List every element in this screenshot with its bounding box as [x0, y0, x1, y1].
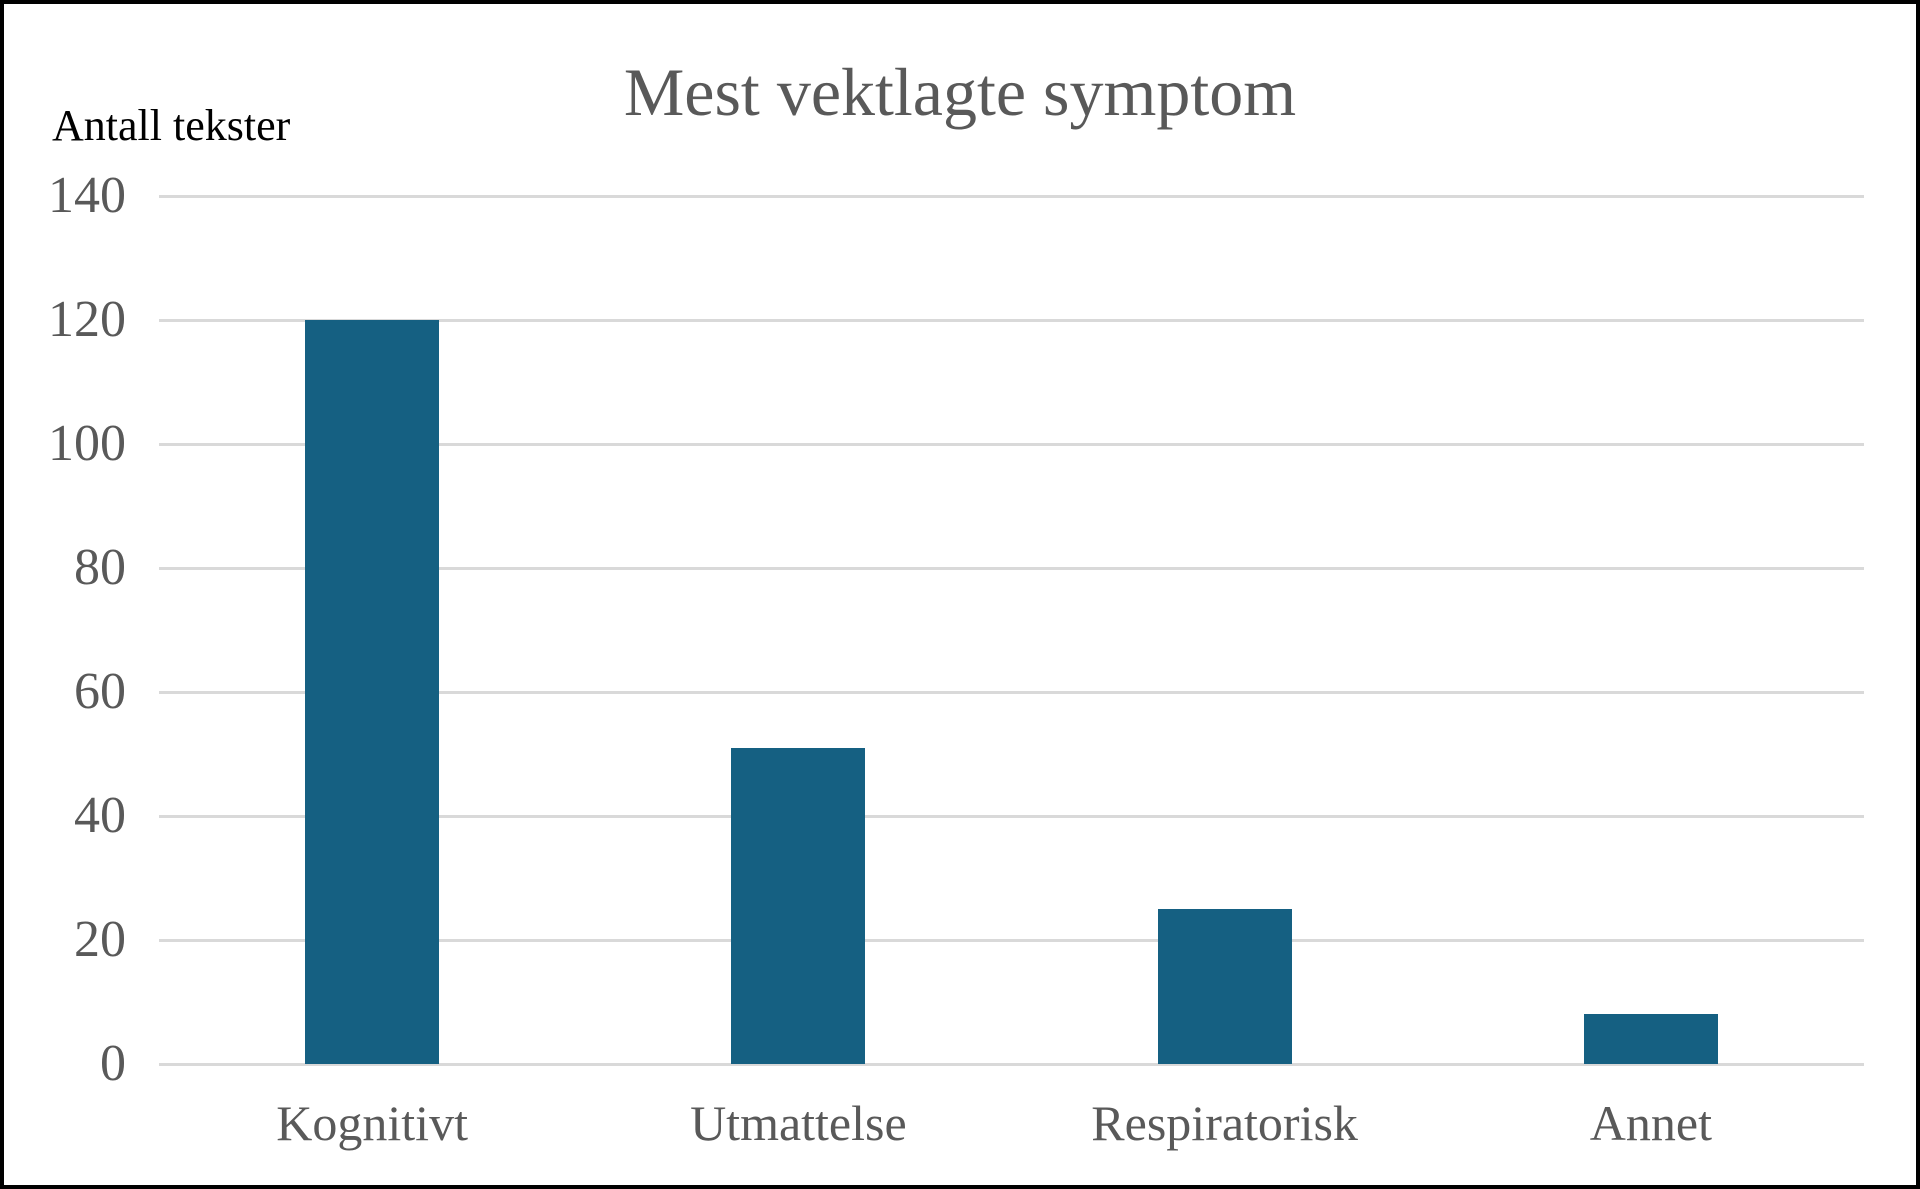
bar-respiratorisk — [1157, 909, 1292, 1064]
bar-annet — [1583, 1014, 1718, 1064]
gridline-0 — [159, 1062, 1864, 1066]
y-tick-label-100: 100 — [48, 415, 126, 472]
x-axis-label-annet: Annet — [1589, 1095, 1712, 1151]
y-tick-label-40: 40 — [74, 787, 126, 844]
y-axis-title: Antall tekster — [52, 101, 291, 150]
gridline-60 — [159, 690, 1864, 694]
gridline-40 — [159, 814, 1864, 818]
gridline-80 — [159, 566, 1864, 570]
bar-kognitivt — [305, 320, 440, 1064]
y-tick-label-60: 60 — [74, 663, 126, 720]
bar-utmattelse — [731, 747, 866, 1064]
gridline-120 — [159, 318, 1864, 322]
gridline-140 — [159, 194, 1864, 198]
x-axis-label-respiratorisk: Respiratorisk — [1091, 1095, 1358, 1151]
x-axis-label-utmattelse: Utmattelse — [690, 1095, 907, 1151]
y-tick-label-120: 120 — [48, 291, 126, 348]
y-tick-label-20: 20 — [74, 911, 126, 968]
gridline-20 — [159, 938, 1864, 942]
x-axis-label-kognitivt: Kognitivt — [276, 1095, 468, 1151]
chart-title: Mest vektlagte symptom — [623, 54, 1297, 130]
y-tick-label-0: 0 — [100, 1035, 126, 1092]
plot-area — [159, 194, 1864, 1066]
y-tick-label-140: 140 — [48, 167, 126, 224]
y-tick-label-80: 80 — [74, 539, 126, 596]
gridline-100 — [159, 442, 1864, 446]
